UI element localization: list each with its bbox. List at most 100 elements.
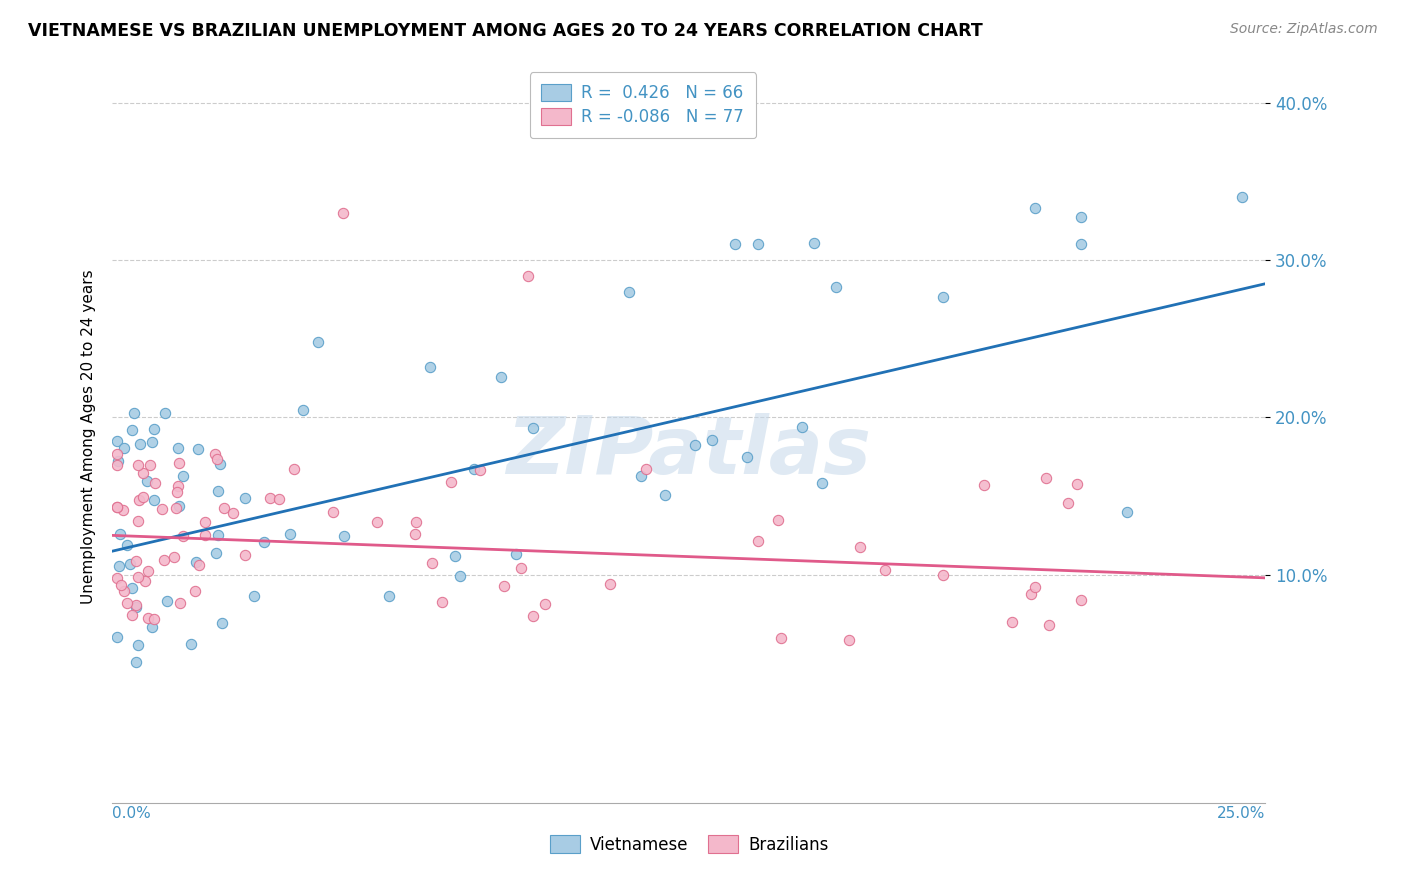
Point	[214, 500, 236, 515]
Point	[121, 608, 143, 623]
Point	[110, 578, 132, 592]
Point	[112, 441, 135, 455]
Point	[184, 583, 207, 598]
Point	[1070, 237, 1092, 252]
Point	[463, 462, 485, 476]
Point	[522, 608, 544, 623]
Point	[768, 513, 790, 527]
Point	[366, 516, 388, 530]
Point	[534, 597, 557, 611]
Point	[124, 600, 146, 615]
Point	[1116, 505, 1139, 519]
Point	[1019, 587, 1042, 601]
Point	[127, 458, 149, 473]
Point	[184, 555, 207, 569]
Point	[235, 491, 257, 506]
Point	[253, 534, 276, 549]
Point	[267, 492, 290, 507]
Point	[516, 268, 538, 283]
Point	[118, 557, 141, 571]
Point	[167, 479, 190, 493]
Point	[134, 574, 156, 588]
Point	[617, 285, 640, 300]
Point	[747, 534, 769, 549]
Point	[127, 638, 149, 652]
Point	[209, 457, 232, 471]
Point	[419, 359, 441, 374]
Point	[125, 655, 148, 669]
Point	[187, 442, 209, 456]
Text: VIETNAMESE VS BRAZILIAN UNEMPLOYMENT AMONG AGES 20 TO 24 YEARS CORRELATION CHART: VIETNAMESE VS BRAZILIAN UNEMPLOYMENT AMO…	[28, 22, 983, 40]
Point	[166, 484, 188, 499]
Point	[1001, 615, 1024, 629]
Point	[122, 406, 145, 420]
Point	[449, 569, 471, 583]
Point	[172, 469, 194, 483]
Point	[333, 529, 356, 543]
Point	[155, 594, 177, 608]
Point	[509, 561, 531, 575]
Point	[207, 527, 229, 541]
Point	[136, 565, 159, 579]
Point	[790, 420, 813, 434]
Point	[105, 631, 128, 645]
Point	[127, 514, 149, 528]
Point	[430, 595, 453, 609]
Point	[112, 584, 135, 599]
Point	[169, 499, 191, 513]
Point	[121, 423, 143, 437]
Point	[700, 433, 723, 447]
Point	[132, 490, 155, 504]
Point	[404, 526, 426, 541]
Point	[207, 483, 229, 498]
Point	[105, 447, 128, 461]
Point	[735, 450, 758, 465]
Point	[1024, 202, 1046, 216]
Point	[167, 456, 190, 470]
Point	[1070, 592, 1092, 607]
Point	[129, 437, 152, 451]
Point	[233, 548, 256, 562]
Point	[1024, 580, 1046, 594]
Point	[110, 526, 132, 541]
Point	[121, 581, 143, 595]
Point	[124, 598, 146, 612]
Point	[105, 500, 128, 514]
Point	[1038, 618, 1060, 632]
Point	[117, 537, 139, 551]
Point	[172, 529, 194, 543]
Point	[163, 550, 186, 565]
Point	[811, 475, 834, 490]
Point	[492, 579, 515, 593]
Point	[127, 570, 149, 584]
Point	[1057, 496, 1080, 510]
Point	[115, 596, 138, 610]
Point	[1066, 476, 1088, 491]
Point	[931, 567, 953, 582]
Point	[143, 421, 166, 435]
Point	[468, 463, 491, 477]
Point	[131, 466, 153, 480]
Point	[138, 611, 160, 625]
Point	[143, 612, 166, 626]
Point	[724, 237, 747, 252]
Point	[825, 280, 848, 294]
Point	[420, 556, 443, 570]
Point	[166, 441, 188, 455]
Text: 0.0%: 0.0%	[112, 806, 152, 821]
Point	[105, 434, 128, 448]
Point	[973, 478, 995, 492]
Point	[849, 540, 872, 554]
Point	[169, 596, 191, 610]
Point	[803, 236, 825, 251]
Point	[194, 528, 217, 542]
Point	[378, 589, 401, 603]
Point	[188, 558, 211, 573]
Point	[278, 527, 301, 541]
Point	[654, 488, 676, 502]
Point	[873, 563, 896, 577]
Point	[322, 505, 344, 519]
Point	[259, 491, 281, 506]
Point	[153, 405, 176, 419]
Legend: Vietnamese, Brazilians: Vietnamese, Brazilians	[543, 829, 835, 860]
